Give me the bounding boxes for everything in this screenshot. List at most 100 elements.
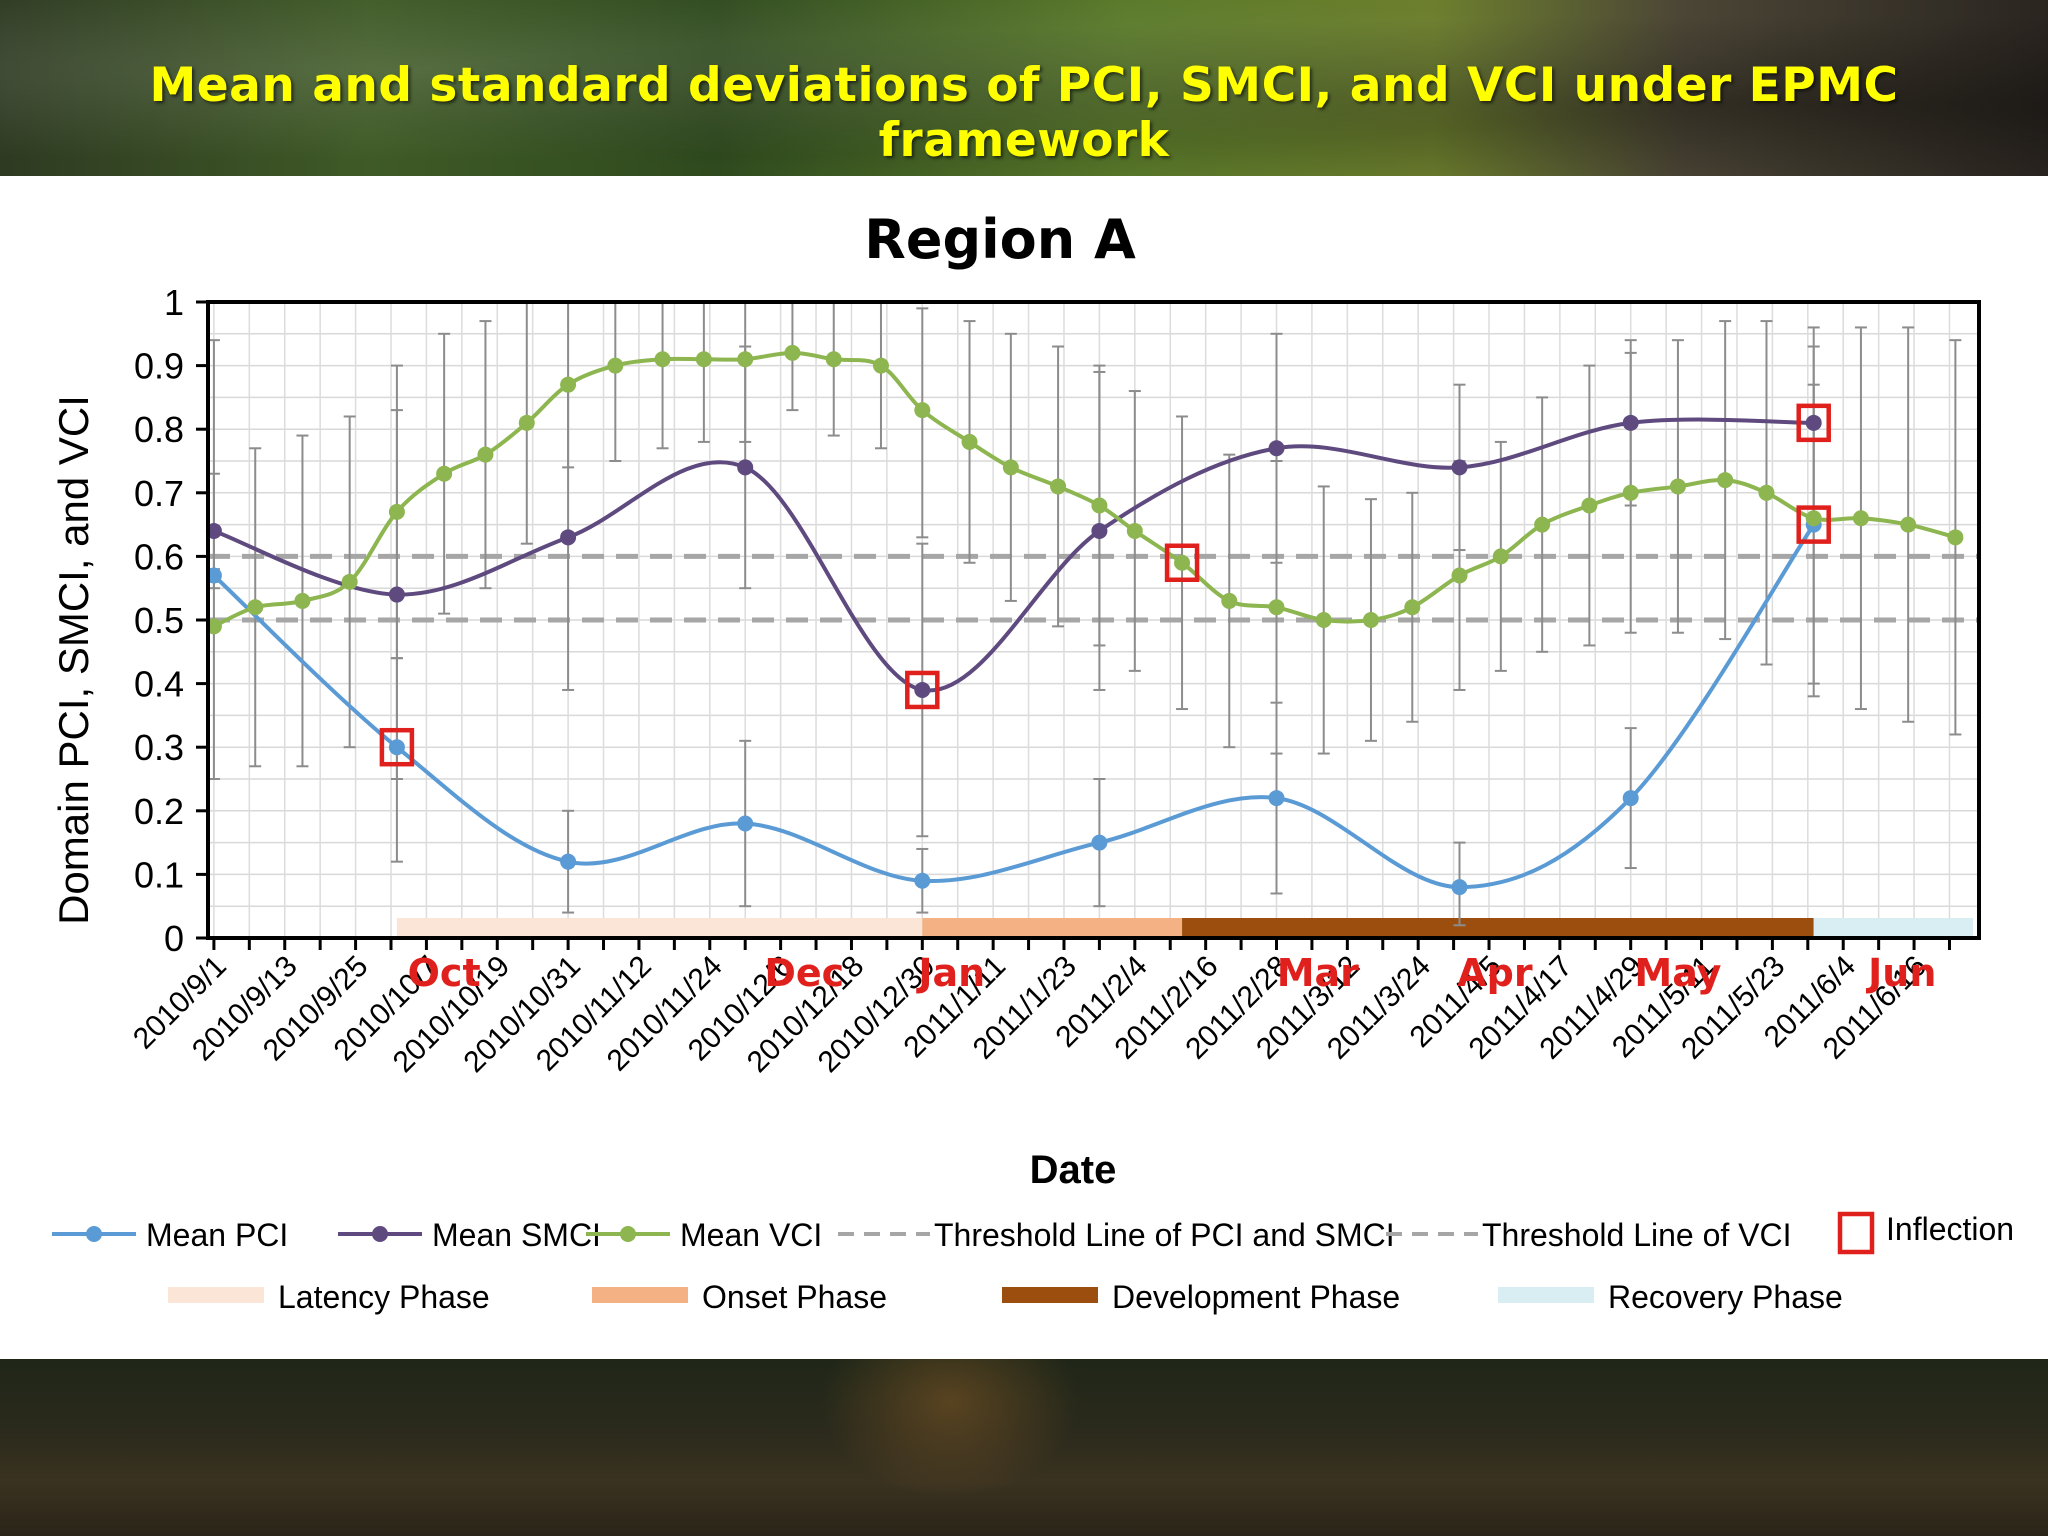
legend-label: Onset Phase [702, 1279, 887, 1315]
mean-vci-point [341, 573, 358, 590]
mean-pci-point [914, 872, 931, 889]
mean-vci-point [436, 465, 453, 482]
mean-vci-point [784, 344, 801, 361]
slide-header-background [0, 0, 2048, 176]
slide-header-shade [0, 0, 2048, 176]
phase-bar [922, 918, 1183, 936]
legend-label: Mean PCI [146, 1217, 288, 1253]
mean-vci-point [294, 592, 311, 609]
mean-smci-line [213, 417, 1814, 693]
y-axis-label: Domain PCI, SMCI, and VCI [50, 395, 97, 925]
legend-phase-swatch [168, 1287, 264, 1303]
mean-pci-point [560, 853, 577, 870]
legend-inflection-swatch [1837, 1211, 1875, 1255]
legend-label: Recovery Phase [1608, 1279, 1843, 1315]
mean-smci-point [1268, 440, 1285, 457]
legend-phase-swatch [1002, 1287, 1098, 1303]
mean-vci-point [1221, 592, 1238, 609]
mean-vci-point [1174, 554, 1191, 571]
chart-panel [0, 176, 2048, 1359]
phase-bars [396, 918, 1974, 936]
inflection-markers [379, 403, 1831, 767]
y-tick-label: 0.5 [134, 600, 184, 641]
mean-smci-point [560, 529, 577, 546]
mean-vci-point [1947, 529, 1964, 546]
inflection-marker [1164, 543, 1200, 583]
mean-vci-point [1852, 510, 1869, 527]
mean-vci-point [1534, 516, 1551, 533]
y-tick-label: 0.7 [134, 473, 184, 514]
mean-vci-point [1268, 599, 1285, 616]
threshold-lines [208, 553, 1979, 623]
mean-vci-point [961, 433, 978, 450]
mean-smci-point [1091, 522, 1108, 539]
mean-vci-point [872, 357, 889, 374]
legend-label: Mean VCI [680, 1217, 822, 1253]
mean-vci-point [518, 414, 535, 431]
mean-pci-point [1268, 790, 1285, 807]
phase-bar [396, 918, 923, 936]
mean-vci-point [695, 351, 712, 368]
slide-title: Mean and standard deviations of PCI, SMC… [149, 58, 1899, 168]
mean-vci-point [914, 402, 931, 419]
month-label: Mar [1277, 951, 1359, 995]
legend-marker-swatch [372, 1226, 388, 1242]
mean-vci-point [1492, 548, 1509, 565]
mean-vci-point [1002, 459, 1019, 476]
mean-vci-point [560, 376, 577, 393]
mean-vci-point [1805, 510, 1822, 527]
y-tick-label: 0 [164, 918, 184, 959]
mean-vci-point [1315, 612, 1332, 628]
mean-pci-point [1091, 834, 1108, 851]
legend: Mean PCI Mean SMCI Mean VCI Threshold Line … [52, 1211, 2014, 1315]
mean-smci-point [1451, 459, 1468, 476]
mean-smci-point [914, 681, 931, 698]
legend-marker-swatch [86, 1226, 102, 1242]
legend-marker-swatch [620, 1226, 636, 1242]
mean-smci-point [1805, 414, 1822, 431]
y-tick-label: 0.6 [134, 536, 184, 577]
inflection-marker [905, 670, 940, 710]
mean-vci-point [607, 357, 624, 374]
legend-label: Threshold Line of VCI [1482, 1217, 1792, 1253]
series-markers [205, 344, 1964, 896]
mean-vci-point [388, 503, 405, 520]
mean-pci-line [212, 523, 1816, 890]
month-label: Apr [1457, 951, 1533, 995]
mean-vci-point [825, 351, 842, 368]
mean-smci-point [388, 586, 405, 603]
mean-vci-point [1622, 484, 1639, 501]
legend-label: Inflection [1886, 1211, 2014, 1247]
legend-phase-swatch [592, 1287, 688, 1303]
mean-vci-point [1900, 516, 1917, 533]
mean-vci-point [654, 351, 671, 368]
mean-vci-point [1581, 497, 1598, 514]
mean-pci-point [388, 739, 405, 756]
mean-smci-point [737, 459, 754, 476]
y-tick-label: 0.1 [134, 854, 184, 895]
mean-vci-point [737, 351, 754, 368]
inflection-marker [379, 727, 415, 767]
y-tick-label: 0.2 [134, 791, 184, 832]
y-tick-label: 0.3 [134, 727, 184, 768]
mean-vci-point [1717, 472, 1734, 489]
inflection-marker [1796, 403, 1831, 443]
mean-vci-point [1404, 599, 1421, 616]
legend-label: Threshold Line of PCI and SMCI [934, 1217, 1395, 1253]
error-bars [207, 301, 1962, 927]
y-tick-label: 0.8 [134, 409, 184, 450]
phase-bar [1182, 918, 1814, 936]
slide-footer-background [0, 1359, 2048, 1536]
mean-vci-point [247, 599, 264, 616]
y-tick-label: 0.9 [134, 346, 184, 387]
mean-vci-point [1091, 497, 1108, 514]
series-lines [212, 350, 1956, 890]
month-label: Oct [408, 951, 481, 995]
mean-pci-point [737, 815, 754, 832]
month-label: Jan [915, 951, 985, 995]
mean-pci-point [1451, 879, 1468, 896]
month-label: Jun [1865, 951, 1936, 995]
legend-label: Mean SMCI [432, 1217, 601, 1253]
slide-footer-glow [820, 1359, 1080, 1499]
